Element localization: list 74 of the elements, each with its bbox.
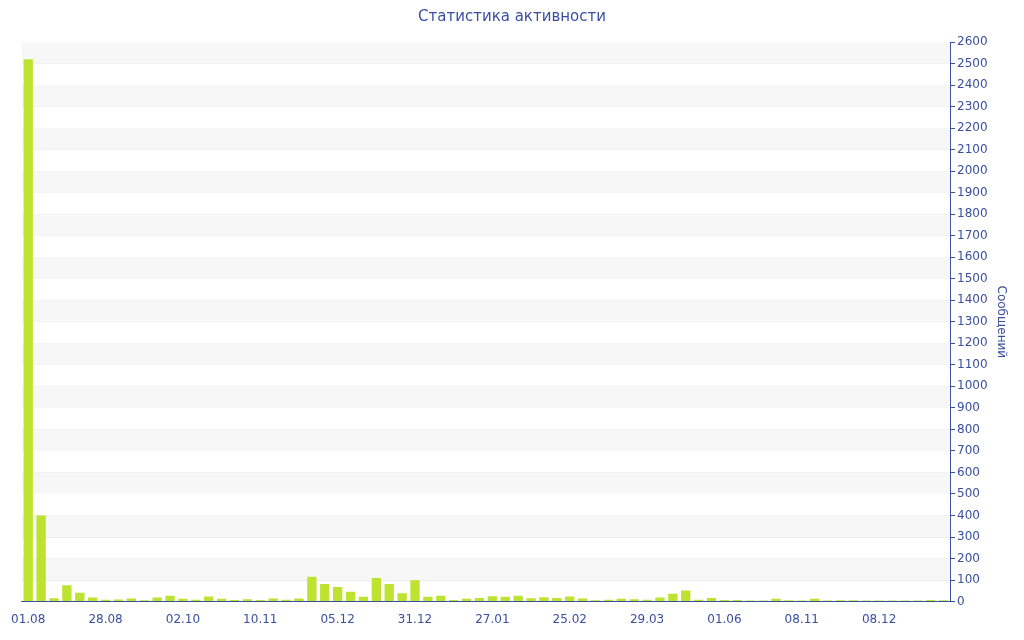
x-tick-label: 01.06 bbox=[707, 611, 742, 626]
y-tick-label: 1000 bbox=[957, 378, 988, 393]
bar bbox=[552, 597, 562, 602]
bar bbox=[307, 576, 317, 602]
bar bbox=[75, 592, 85, 602]
y-tick-label: 300 bbox=[957, 529, 980, 544]
x-tick-label: 27.01 bbox=[475, 611, 510, 626]
y-tick-label: 2000 bbox=[957, 163, 988, 178]
y-tick-label: 600 bbox=[957, 464, 980, 479]
bar bbox=[332, 586, 343, 602]
y-tick-label: 2500 bbox=[957, 55, 988, 70]
y-axis-title: Сообщений bbox=[994, 285, 1009, 359]
y-tick-label: 2600 bbox=[957, 34, 988, 49]
x-tick-label: 31.12 bbox=[397, 611, 433, 626]
x-tick-label: 25.02 bbox=[552, 611, 587, 626]
bar bbox=[706, 597, 717, 602]
bar bbox=[565, 596, 575, 602]
bar bbox=[384, 583, 394, 602]
y-tick-label: 1100 bbox=[957, 356, 988, 371]
y-tick-label: 700 bbox=[957, 443, 980, 458]
bar bbox=[178, 598, 188, 602]
x-tick-label: 05.12 bbox=[320, 611, 355, 626]
bar bbox=[539, 597, 549, 602]
y-tick-label: 2100 bbox=[957, 141, 988, 156]
bar bbox=[655, 597, 665, 602]
bar bbox=[500, 596, 510, 602]
bar bbox=[165, 595, 175, 602]
y-tick-label: 1300 bbox=[957, 313, 988, 328]
x-tick-label: 10.11 bbox=[243, 611, 278, 626]
x-tick-label: 02.10 bbox=[165, 611, 201, 626]
y-tick-label: 0 bbox=[957, 593, 965, 608]
y-tick-label: 2200 bbox=[957, 120, 988, 135]
bar bbox=[358, 596, 369, 602]
bar bbox=[152, 597, 162, 602]
y-tick-label: 100 bbox=[957, 572, 980, 587]
chart-title: Статистика активности bbox=[418, 6, 606, 25]
x-tick-label: 29.03 bbox=[629, 611, 665, 626]
bar bbox=[681, 590, 691, 602]
y-tick-label: 1800 bbox=[957, 206, 988, 221]
bar bbox=[62, 585, 72, 602]
x-tick-label: 08.11 bbox=[784, 611, 819, 626]
bar bbox=[345, 591, 356, 602]
bar bbox=[474, 597, 485, 602]
bar bbox=[668, 593, 678, 602]
y-tick-label: 400 bbox=[957, 507, 980, 522]
bar bbox=[526, 598, 536, 602]
x-tick-label: 08.12 bbox=[861, 611, 897, 626]
bar bbox=[36, 515, 46, 602]
x-tick-label: 28.08 bbox=[88, 611, 123, 626]
bar bbox=[320, 583, 330, 602]
y-tick-label: 900 bbox=[957, 400, 980, 415]
y-tick-label: 1500 bbox=[957, 270, 988, 285]
bar bbox=[23, 59, 33, 602]
bar bbox=[436, 595, 446, 602]
y-tick-label: 1900 bbox=[957, 184, 988, 199]
y-tick-label: 1700 bbox=[957, 227, 988, 242]
x-tick-label: 01.08 bbox=[11, 611, 46, 626]
bar bbox=[410, 580, 420, 602]
bar bbox=[371, 577, 381, 602]
y-tick-label: 1400 bbox=[957, 292, 988, 307]
y-tick-label: 2400 bbox=[957, 77, 988, 92]
bar bbox=[397, 593, 407, 602]
bar bbox=[204, 596, 214, 602]
y-tick-label: 2300 bbox=[957, 98, 988, 113]
bar bbox=[487, 596, 498, 602]
bar bbox=[49, 598, 59, 602]
bar bbox=[513, 595, 523, 602]
y-tick-label: 800 bbox=[957, 421, 980, 436]
y-tick-label: 1200 bbox=[957, 335, 988, 350]
y-tick-label: 200 bbox=[957, 550, 980, 565]
y-tick-label: 1600 bbox=[957, 249, 988, 264]
y-tick-label: 500 bbox=[957, 486, 980, 501]
bar bbox=[423, 596, 433, 602]
bar bbox=[771, 598, 781, 602]
